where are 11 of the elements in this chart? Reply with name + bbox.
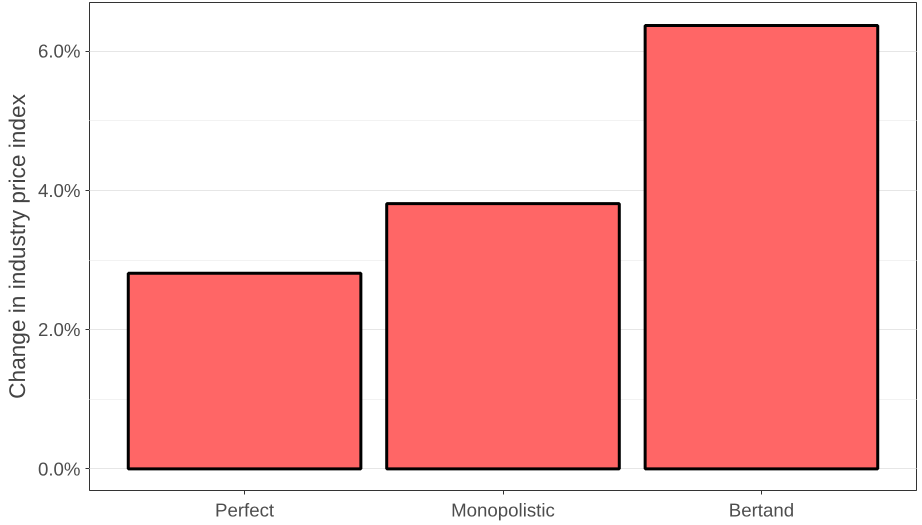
- x-tick-label: Monopolistic: [451, 500, 555, 520]
- x-tick-label: Bertand: [728, 500, 794, 520]
- x-tick-label: Perfect: [215, 500, 275, 520]
- bar: [644, 24, 880, 470]
- bar: [126, 272, 362, 470]
- y-tick-label: 2.0%: [38, 319, 81, 340]
- y-tick-label: 4.0%: [38, 180, 81, 201]
- y-axis-title: Change in industry price index: [4, 93, 30, 399]
- bar: [385, 202, 621, 470]
- y-tick-label: 0.0%: [38, 458, 81, 480]
- y-tick-label: 6.0%: [38, 40, 81, 62]
